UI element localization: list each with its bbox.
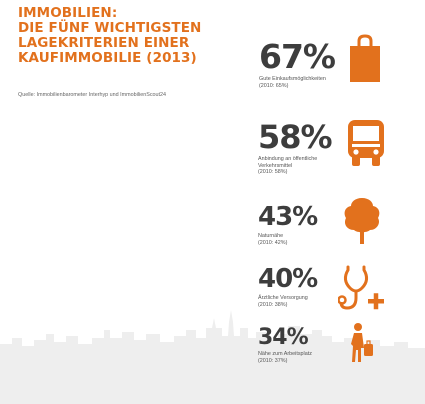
- criterion-label-line: Ärztliche Versorgung: [258, 295, 308, 301]
- criterion-label: Naturnähe: [258, 233, 317, 240]
- criterion-label-line: Verkehrsmittel: [258, 162, 293, 169]
- previous-value: (2010: 58%): [258, 169, 288, 176]
- title-line: KAUFIMMOBILIE (2013): [18, 50, 197, 66]
- title-line: IMMOBILIEN:: [18, 5, 118, 21]
- tree-icon: [344, 198, 380, 244]
- stat-row: 40% Ärztliche Versorgung (2010: 38%): [258, 264, 318, 308]
- stethoscope-icon: [338, 265, 384, 310]
- criterion-label-line: Anbindung an öffentliche: [258, 156, 318, 162]
- stat-row: 43% Naturnähe (2010: 42%): [258, 202, 318, 246]
- value-label: 58%: [258, 118, 333, 156]
- criterion-label: Nähe zum Arbeitsplatz: [258, 351, 312, 358]
- criterion-label: Anbindung an öffentliche Verkehrsmittel: [258, 156, 332, 169]
- page-title: IMMOBILIEN: DIE FÜNF WICHTIGSTEN LAGEKRI…: [18, 6, 228, 66]
- title-line: LAGEKRITERIEN EINER: [18, 35, 190, 51]
- bus-icon: [348, 120, 384, 166]
- criterion-label-line: Gute Einkaufsmöglichkeiten: [259, 76, 326, 82]
- value-label: 40%: [258, 264, 318, 294]
- stat-row: 34% Nähe zum Arbeitsplatz (2010: 37%): [258, 327, 312, 364]
- criterion-label-line: Naturnähe: [258, 233, 284, 239]
- commuter-icon: [351, 323, 373, 362]
- value-label: 34%: [258, 325, 309, 350]
- previous-value: (2010: 65%): [259, 82, 289, 89]
- criterion-label: Gute Einkaufsmöglichkeiten: [259, 76, 335, 83]
- title-line: DIE FÜNF WICHTIGSTEN: [18, 20, 202, 36]
- value-label: 67%: [259, 37, 336, 76]
- criterion-label: Ärztliche Versorgung: [258, 295, 317, 302]
- source-note: Quelle: Immobilienbarometer Interhyp und…: [18, 92, 167, 98]
- previous-value: (2010: 42%): [258, 239, 288, 246]
- previous-value: (2010: 38%): [258, 301, 288, 308]
- criterion-label-line: Nähe zum Arbeitsplatz: [258, 351, 312, 357]
- previous-value: (2010: 37%): [258, 357, 288, 364]
- value-label: 43%: [258, 202, 318, 232]
- stat-row: 67% Gute Einkaufsmöglichkeiten (2010: 65…: [259, 37, 336, 89]
- shopping-bag-icon: [350, 34, 380, 82]
- stat-row: 58% Anbindung an öffentliche Verkehrsmit…: [258, 118, 333, 176]
